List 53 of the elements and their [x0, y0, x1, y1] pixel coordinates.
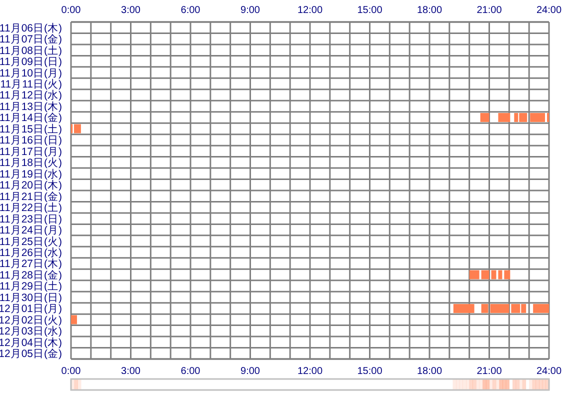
y-tick-label: 11月25日(火) — [0, 234, 62, 248]
y-tick-label: 11月12日(水) — [0, 88, 62, 102]
bar — [533, 304, 549, 313]
x2-tick-label: 0:00 — [61, 5, 82, 16]
x2-tick-label: 9:00 — [240, 5, 260, 16]
y-tick-label: 11月20日(木) — [0, 178, 62, 192]
x2-tick-label: 18:00 — [416, 5, 442, 16]
y-tick-label: 11月10日(月) — [0, 67, 62, 80]
y-tick-label: 11月13日(木) — [0, 100, 62, 113]
bar — [469, 270, 480, 280]
x-tick-label: 3:00 — [121, 366, 141, 378]
bar — [498, 270, 502, 280]
y-tick-label: 11月07日(金) — [0, 34, 62, 46]
x2-tick-label: 15:00 — [357, 5, 383, 16]
y-tick-label: 11月21日(金) — [0, 190, 62, 203]
y-tick-label: 11月23日(日) — [0, 213, 62, 226]
x2-tick-label: 12:00 — [297, 5, 323, 16]
bar — [504, 270, 510, 280]
y-tick-label: 11月08日(土) — [0, 44, 62, 57]
x-tick-label: 12:00 — [297, 366, 323, 378]
bar — [453, 304, 474, 313]
x-tick-label: 0:00 — [61, 366, 82, 378]
x-tick-label: 15:00 — [357, 366, 383, 378]
y-tick-label: 11月29日(土) — [0, 280, 62, 293]
y-tick-label: 11月09日(日) — [0, 56, 62, 68]
y-tick-label: 11月16日(日) — [0, 134, 62, 147]
y-tick-label: 11月24日(月) — [0, 224, 62, 237]
bar — [480, 112, 490, 122]
bar — [71, 315, 77, 324]
x2-tick-label: 6:00 — [180, 5, 201, 16]
bar — [498, 112, 510, 122]
x-tick-label: 21:00 — [476, 366, 502, 378]
bar — [74, 124, 81, 134]
x2-tick-label: 24:00 — [536, 5, 562, 16]
x-tick-label: 18:00 — [416, 366, 442, 378]
x-tick-label: 6:00 — [180, 366, 201, 378]
y-tick-label: 11月11日(火) — [0, 78, 62, 91]
x-tick-label: 9:00 — [240, 366, 260, 378]
y-tick-label: 11月28日(金) — [0, 269, 62, 282]
y-tick-label: 11月06日(木) — [0, 21, 62, 34]
y-tick-label: 11月18日(火) — [0, 156, 62, 170]
y-tick-label: 11月26日(水) — [0, 246, 62, 260]
y-tick-label: 11月19日(水) — [0, 167, 62, 180]
x2-tick-label: 3:00 — [121, 5, 141, 16]
y-tick-label: 11月17日(月) — [0, 146, 62, 158]
y-tick-label: 11月14日(金) — [0, 112, 62, 124]
y-tick-label: 11月30日(日) — [0, 292, 62, 304]
y-tick-label: 11月27日(木) — [0, 257, 62, 270]
bar — [530, 112, 546, 122]
y-tick-label: 11月15日(土) — [0, 122, 62, 136]
y-tick-label: 11月22日(土) — [0, 201, 62, 214]
x2-tick-label: 21:00 — [476, 5, 502, 16]
x-tick-label: 24:00 — [536, 366, 562, 378]
